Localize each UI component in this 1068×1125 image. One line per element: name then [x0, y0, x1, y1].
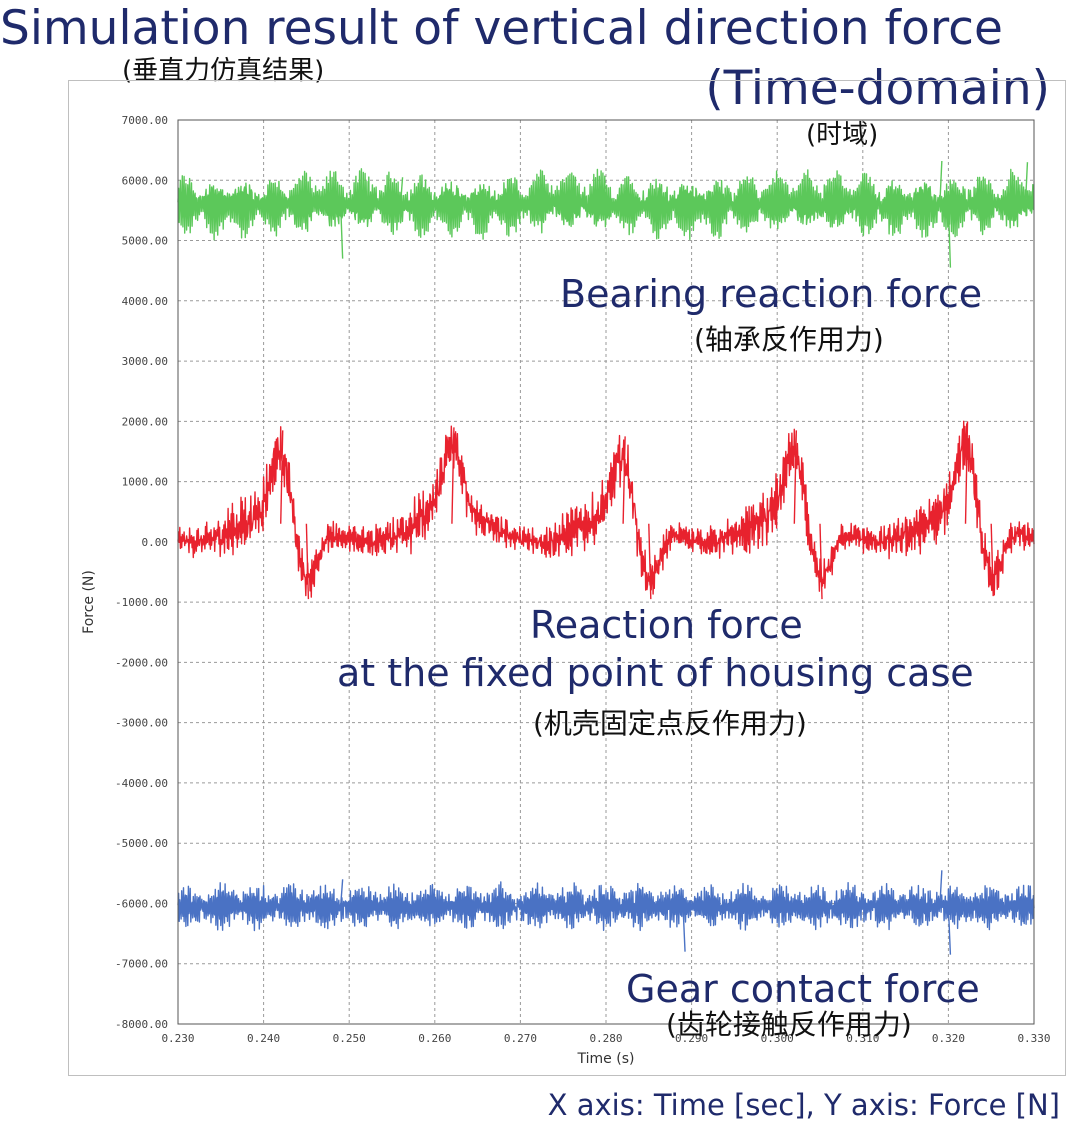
x-tick-labels: 0.230 0.240 0.250 0.260 0.270 0.280 0.290 0.300…	[161, 1032, 1050, 1045]
series-line-3	[177, 881, 1035, 932]
series-extreme	[947, 906, 952, 955]
gear-label-zh: (齿轮接触反作用力)	[666, 1008, 912, 1041]
series-extreme	[939, 160, 943, 205]
housing-label-line2: at the fixed point of housing case	[337, 651, 974, 695]
x-tick-label: 0.320	[932, 1032, 965, 1045]
series-extreme	[1024, 162, 1029, 205]
y-axis-label: Force (N)	[81, 570, 97, 634]
series-extreme	[990, 523, 994, 597]
grid-lines	[177, 119, 1035, 1025]
chart-title-line1-zh: (垂直力仿真结果)	[122, 56, 325, 86]
plot-frame	[68, 80, 1066, 1076]
series-extreme	[622, 436, 626, 524]
y-tick-label: 5000.00	[122, 235, 168, 248]
gear-label: Gear contact force	[626, 967, 980, 1011]
series-extreme	[939, 870, 943, 907]
x-tick-label: 0.240	[247, 1032, 280, 1045]
y-tick-label: -7000.00	[115, 958, 168, 971]
x-tick-label: 0.270	[504, 1032, 537, 1045]
x-tick-label: 0.300	[761, 1032, 794, 1045]
y-tick-labels: 7000.00 6000.00 5000.00 4000.00 3000.00 2000.…	[115, 114, 168, 1031]
series-extreme	[280, 430, 284, 524]
x-axis-label: Time (s)	[577, 1051, 635, 1067]
series-extreme	[819, 523, 823, 600]
series-extreme	[682, 906, 686, 952]
y-tick-label: -3000.00	[115, 717, 168, 730]
y-tick-label: -2000.00	[115, 656, 168, 669]
chart-title-line2-zh: (时域)	[806, 120, 879, 150]
series-extreme	[339, 204, 344, 259]
bearing-label: Bearing reaction force	[560, 272, 983, 316]
housing-label-zh: (机壳固定点反作用力)	[533, 707, 807, 740]
chart-title-line2: (Time-domain)	[705, 61, 1050, 116]
housing-label-line1: Reaction force	[530, 603, 803, 647]
x-tick-label: 0.260	[418, 1032, 451, 1045]
axis-caption: X axis: Time [sec], Y axis: Force [N]	[547, 1088, 1060, 1122]
x-tick-label: 0.330	[1017, 1032, 1050, 1045]
y-tick-label: 4000.00	[122, 295, 168, 308]
y-tick-label: 7000.00	[122, 114, 168, 127]
series-extreme	[305, 523, 310, 600]
series-extreme	[793, 430, 798, 524]
axes-box	[177, 119, 1035, 1025]
series-line-1	[177, 168, 1035, 241]
series-extreme	[648, 523, 652, 600]
series-lines	[177, 160, 1035, 955]
x-tick-label: 0.280	[589, 1032, 622, 1045]
x-tick-label: 0.310	[846, 1032, 879, 1045]
x-tick-label: 0.290	[675, 1032, 708, 1045]
y-tick-label: -8000.00	[115, 1018, 168, 1031]
x-tick-label: 0.250	[333, 1032, 366, 1045]
series-extreme	[451, 427, 455, 524]
series-extreme	[399, 177, 404, 205]
y-tick-label: -5000.00	[115, 837, 168, 850]
y-tick-label: -4000.00	[115, 777, 168, 790]
chart-title-line1: Simulation result of vertical direction …	[0, 1, 1003, 56]
bearing-label-zh: (轴承反作用力)	[694, 323, 884, 356]
series-extreme	[964, 421, 969, 524]
y-tick-label: -6000.00	[115, 897, 168, 910]
x-tick-label: 0.230	[161, 1032, 194, 1045]
y-tick-label: 2000.00	[122, 415, 168, 428]
y-tick-label: -1000.00	[115, 596, 168, 609]
y-tick-label: 0.00	[142, 536, 169, 549]
y-tick-label: 1000.00	[122, 476, 168, 489]
y-tick-label: 6000.00	[122, 174, 168, 187]
series-line-2	[177, 420, 1035, 598]
y-tick-label: 3000.00	[122, 355, 168, 368]
series-extreme	[947, 204, 952, 268]
series-extreme	[339, 879, 344, 907]
